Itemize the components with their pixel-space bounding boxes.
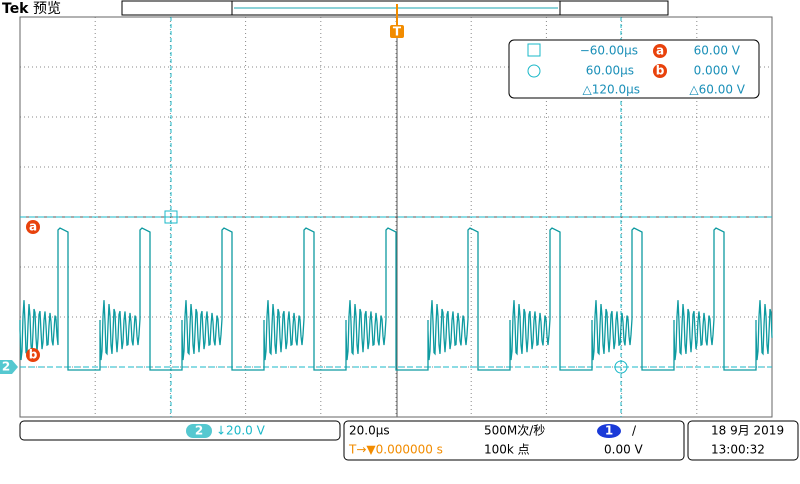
brand: Tek [2, 1, 29, 17]
channel-pill [186, 424, 212, 438]
trigger-marker: T [393, 25, 402, 39]
marker-a-icon [653, 44, 667, 58]
cursor-a-value: 60.00 V [694, 44, 741, 58]
marker-b-icon [653, 64, 667, 78]
footer-channel: 2 [195, 424, 203, 438]
cursor-square [164, 210, 178, 224]
cursor-circle [614, 360, 628, 374]
marker-b: b [656, 64, 665, 78]
trigger-channel: 1 [605, 424, 613, 438]
left-b-icon [26, 348, 40, 362]
icon-square [527, 43, 541, 57]
cursor1-time: −60.00µs [580, 44, 638, 58]
sample-rate: 500M次/秒 [484, 424, 545, 438]
left-a: a [29, 220, 37, 234]
channel-box [19, 420, 341, 441]
cursor-b-value: 0.000 V [694, 64, 741, 78]
trigger-slope: / [632, 424, 637, 438]
left-a-icon [26, 220, 40, 234]
cursor2-time: 60.00µs [586, 64, 634, 78]
record-length: 100k 点 [484, 443, 530, 457]
icon-circle [527, 64, 541, 78]
trigger-channel-pill [597, 424, 621, 438]
delta-value: △60.00 V [689, 83, 745, 97]
waveform [19, 227, 773, 371]
trigger-badge [390, 25, 404, 38]
date: 18 9月 2019 [711, 424, 784, 438]
channel-badge [0, 360, 18, 374]
time: 13:00:32 [711, 443, 765, 457]
left-channel: 2 [2, 360, 10, 374]
marker-a: a [656, 44, 664, 58]
trigger-level: 0.00 V [604, 443, 644, 457]
left-b: b [29, 348, 38, 362]
footer-scale: ↓20.0 V [216, 424, 266, 438]
mode: 预览 [33, 1, 61, 17]
trigger-position: T→▼0.000000 s [348, 443, 443, 457]
delta-time: △120.0µs [583, 83, 640, 97]
datetime-box [687, 420, 799, 461]
timebase: 20.0µs [349, 424, 390, 438]
readout-box [508, 39, 760, 99]
